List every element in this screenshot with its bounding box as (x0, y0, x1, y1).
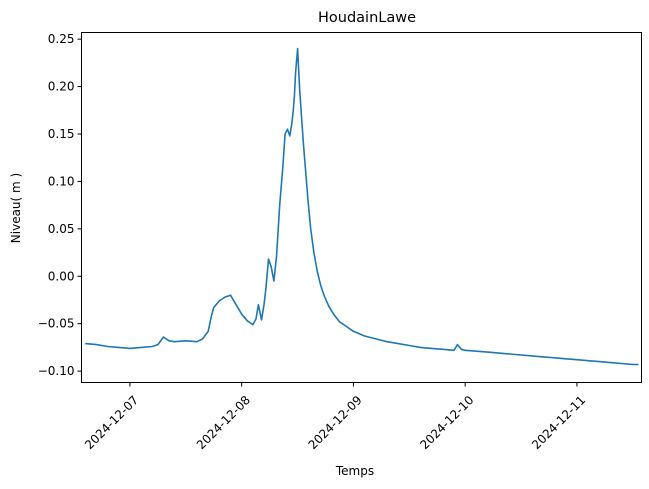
y-axis: −0.10 −0.05 0.00 0.05 0.10 0.15 0.20 0.25 (38, 32, 82, 378)
y-tick-label: 0.05 (48, 222, 75, 236)
plot-frame (81, 32, 642, 383)
y-tick-label: 0.00 (48, 269, 75, 283)
chart-title: HoudainLawe (318, 10, 416, 26)
y-tick-label: 0.25 (48, 32, 75, 46)
y-tick-label: −0.10 (38, 364, 75, 378)
y-tick-label: 0.10 (48, 174, 75, 188)
plot-area (81, 32, 642, 383)
y-tick-label: −0.05 (38, 317, 75, 331)
y-tick-label: 0.20 (48, 80, 75, 94)
series-line (85, 47, 639, 366)
y-axis-label: Niveau( m ) (9, 173, 23, 243)
x-axis-label: Temps (335, 464, 374, 478)
y-tick-label: 0.15 (48, 127, 75, 141)
